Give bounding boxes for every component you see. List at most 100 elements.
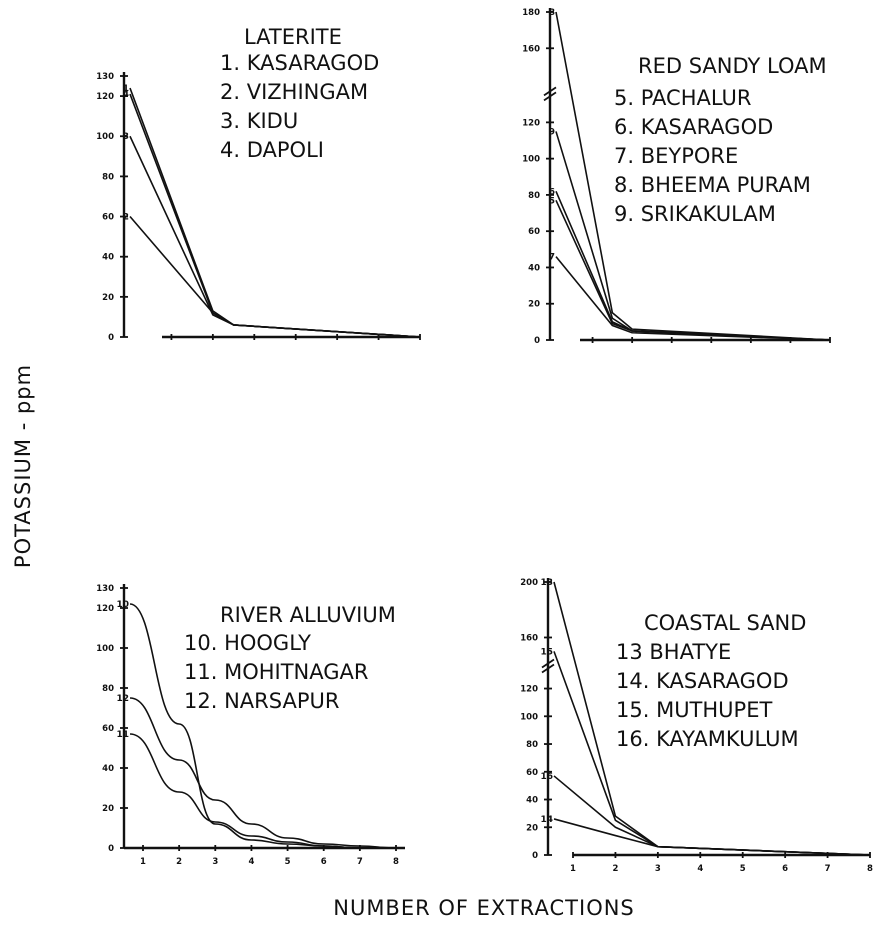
series-line-12 [129,697,397,849]
series-label-13: 13 [540,578,553,588]
y-axis-label: POTASSIUM - ppm [11,364,35,568]
y-tick-label: 200 [520,578,538,588]
legend-entry: 5. PACHALUR [614,86,751,110]
y-tick-label: 20 [526,823,538,833]
legend-entry: 7. BEYPORE [614,144,738,168]
chart-panel-4: 0 20 40 60 80 100 120 160 200 1 2 3 4 5 6 7 8 13 15 16 14 COA… [520,578,873,874]
series-line-16 [553,775,871,856]
y-tick-label: 60 [102,724,114,734]
x-tick-label: 2 [176,857,182,867]
series-line-8 [555,11,831,341]
series-line-3 [129,135,421,338]
x-tick-label: 1 [570,864,576,874]
y-tick-label: 20 [102,293,114,303]
x-tick-label: 4 [697,864,703,874]
x-tick-label: 3 [655,864,661,874]
x-tick-label: 7 [825,864,831,874]
series-label-16: 16 [540,772,553,782]
series-line-2 [129,216,421,338]
y-tick-label: 80 [528,191,540,201]
y-tick-label: 0 [108,844,114,854]
series-label-6: 6 [549,187,555,197]
y-tick-label: 120 [96,92,114,102]
legend-entry: 15. MUTHUPET [616,698,772,722]
series-line-14 [553,818,871,856]
y-tick-label: 40 [526,796,538,806]
legend-entry: 9. SRIKAKULAM [614,202,776,226]
series-label-4: 4 [123,90,129,100]
series-line-11 [129,733,396,849]
series-label-3: 3 [123,132,129,142]
y-tick-label: 100 [522,155,540,165]
panel-title: RIVER ALLUVIUM [220,603,396,627]
series-label-1: 1 [123,84,129,94]
panel-title: RED SANDY LOAM [638,54,827,78]
y-tick-label: 60 [102,213,114,223]
legend-entry: 4. DAPOLI [220,138,324,162]
y-tick-label: 40 [528,263,540,273]
series-label-9: 9 [549,127,555,137]
legend-entry: 10. HOOGLY [184,631,311,655]
series-label-8: 8 [549,8,555,18]
legend-entry: 1. KASARAGOD [220,51,379,75]
x-tick-label: 2 [612,864,618,874]
x-tick-label: 6 [782,864,788,874]
y-tick-label: 120 [522,118,540,128]
axis-break-mark [541,658,555,674]
y-tick-label: 60 [526,768,538,778]
series-line-7 [555,256,831,341]
x-axis-label: NUMBER OF EXTRACTIONS [333,896,635,920]
series-label-10: 10 [116,600,129,610]
y-tick-label: 60 [528,227,540,237]
legend-entry: 3. KIDU [220,109,298,133]
y-tick-label: 160 [520,633,538,643]
y-tick-label: 0 [108,333,114,343]
legend-entry: 12. NARSAPUR [184,689,339,713]
legend-entry: 14. KASARAGOD [616,669,789,693]
y-tick-label: 160 [522,44,540,54]
series-line-5 [555,200,831,341]
x-tick-label: 7 [357,857,363,867]
y-tick-label: 130 [96,584,114,594]
legend-entry: 6. KASARAGOD [614,115,773,139]
y-tick-label: 20 [102,804,114,814]
x-tick-label: 5 [285,857,291,867]
x-tick-label: 3 [212,857,218,867]
legend-entry: 2. VIZHINGAM [220,80,368,104]
y-tick-label: 120 [520,685,538,695]
legend-entry: 11. MOHITNAGAR [184,660,368,684]
series-label-5: 5 [549,196,555,206]
x-tick-label: 1 [140,857,146,867]
x-tick-label: 4 [248,857,254,867]
x-tick-label: 6 [321,857,327,867]
x-tick-label: 8 [393,857,399,867]
panel-title: COASTAL SAND [644,611,806,635]
y-tick-label: 100 [96,644,114,654]
y-tick-label: 40 [102,253,114,263]
x-tick-label: 5 [740,864,746,874]
series-label-15: 15 [540,647,553,657]
y-tick-label: 100 [520,712,538,722]
y-tick-label: 130 [96,72,114,82]
chart-panel-2: 0 20 40 60 80 100 120 160 180 8 9 65 7 RED SANDY LOAM… [522,8,831,346]
y-tick-label: 80 [102,684,114,694]
series-label-7: 7 [549,253,555,263]
series-label-2: 2 [123,213,129,223]
series-label-12: 12 [116,694,129,704]
y-tick-label: 120 [96,604,114,614]
y-tick-label: 0 [534,336,540,346]
y-tick-label: 40 [102,764,114,774]
y-tick-label: 80 [102,172,114,182]
series-label-14: 14 [540,815,553,825]
panel-title: LATERITE [244,25,342,49]
legend-entry: 8. BHEEMA PURAM [614,173,811,197]
y-tick-label: 180 [522,8,540,18]
series-label-11: 11 [116,730,129,740]
y-tick-label: 0 [532,851,538,861]
legend-entry: 16. KAYAMKULUM [616,727,799,751]
axis-break-mark [543,86,557,102]
